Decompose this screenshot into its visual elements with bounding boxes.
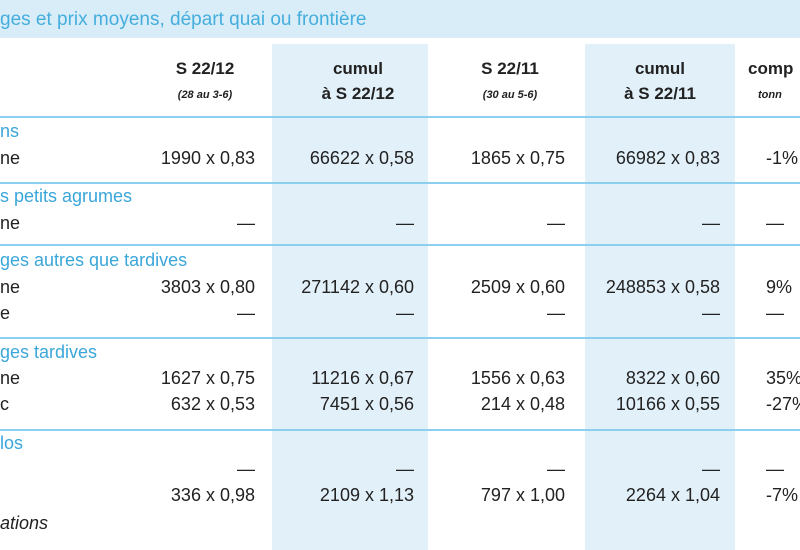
cell: 632 x 0,53 — [170, 394, 255, 414]
column-header: comp — [748, 59, 794, 78]
column-header: tonn — [758, 89, 782, 101]
cell: — — [766, 213, 784, 233]
cell: 8322 x 0,60 — [625, 368, 720, 388]
row-label: ne — [0, 368, 21, 388]
cell: — — [396, 459, 414, 479]
row-label: e — [0, 303, 11, 323]
cell: 336 x 0,98 — [170, 485, 255, 505]
column-header: cumul — [634, 59, 686, 78]
cell: 248853 x 0,58 — [605, 277, 720, 297]
cell: 35% — [766, 368, 800, 388]
cell: 271142 x 0,60 — [301, 277, 414, 297]
column-header: à S 22/11 — [624, 84, 696, 103]
cell: 3803 x 0,80 — [160, 277, 255, 297]
row-label: c — [0, 394, 9, 414]
cell: — — [766, 303, 784, 323]
cell: 10166 x 0,55 — [615, 394, 720, 414]
column-shade — [585, 44, 735, 550]
cell: 2509 x 0,60 — [470, 277, 565, 297]
column-header: S 22/12 — [175, 59, 235, 78]
cell: 1556 x 0,63 — [470, 368, 565, 388]
column-header: (28 au 3-6) — [177, 89, 233, 101]
column-header: à S 22/12 — [321, 84, 395, 103]
section-label: ges autres que tardives — [0, 250, 188, 270]
cell: — — [237, 303, 255, 323]
divider — [0, 182, 800, 184]
column-shade — [272, 44, 428, 550]
divider — [0, 38, 800, 40]
cell: — — [396, 303, 414, 323]
cell: — — [237, 213, 255, 233]
cell: -7% — [766, 485, 799, 505]
cell: — — [702, 303, 720, 323]
divider — [0, 337, 800, 339]
row-label: ne — [0, 277, 21, 297]
cell: 7451 x 0,56 — [319, 394, 414, 414]
cell: 1990 x 0,83 — [160, 148, 255, 168]
cell: — — [702, 459, 720, 479]
cell: -1% — [766, 148, 799, 168]
column-header: (30 au 5-6) — [482, 89, 538, 101]
cell: 2109 x 1,13 — [319, 485, 414, 505]
section-label: ns — [0, 121, 20, 141]
cell: — — [396, 213, 414, 233]
section-label: los — [0, 433, 24, 453]
cell: -27% — [766, 394, 800, 414]
row-label: ne — [0, 213, 21, 233]
row-label: ne — [0, 148, 21, 168]
cell: 797 x 1,00 — [480, 485, 565, 505]
column-header: S 22/11 — [481, 59, 539, 78]
title: ges et prix moyens, départ quai ou front… — [0, 9, 367, 30]
cell: — — [702, 213, 720, 233]
cell: 11216 x 0,67 — [311, 368, 414, 388]
cell: — — [547, 303, 565, 323]
cell: — — [547, 459, 565, 479]
divider — [0, 244, 800, 246]
cell: — — [237, 459, 255, 479]
divider — [0, 116, 800, 118]
section-label: s petits agrumes — [0, 186, 133, 206]
cell: 2264 x 1,04 — [625, 485, 720, 505]
footnote: ations — [0, 513, 49, 533]
cell: 66982 x 0,83 — [615, 148, 720, 168]
cell: 1627 x 0,75 — [160, 368, 255, 388]
divider — [0, 429, 800, 431]
cell: 214 x 0,48 — [480, 394, 565, 414]
column-header: cumul — [332, 59, 384, 78]
cell: — — [547, 213, 565, 233]
section-label: ges tardives — [0, 342, 98, 362]
title-band — [0, 0, 800, 38]
cell: — — [766, 459, 784, 479]
cell: 1865 x 0,75 — [470, 148, 565, 168]
cell: 66622 x 0,58 — [309, 148, 414, 168]
cell: 9% — [766, 277, 793, 297]
